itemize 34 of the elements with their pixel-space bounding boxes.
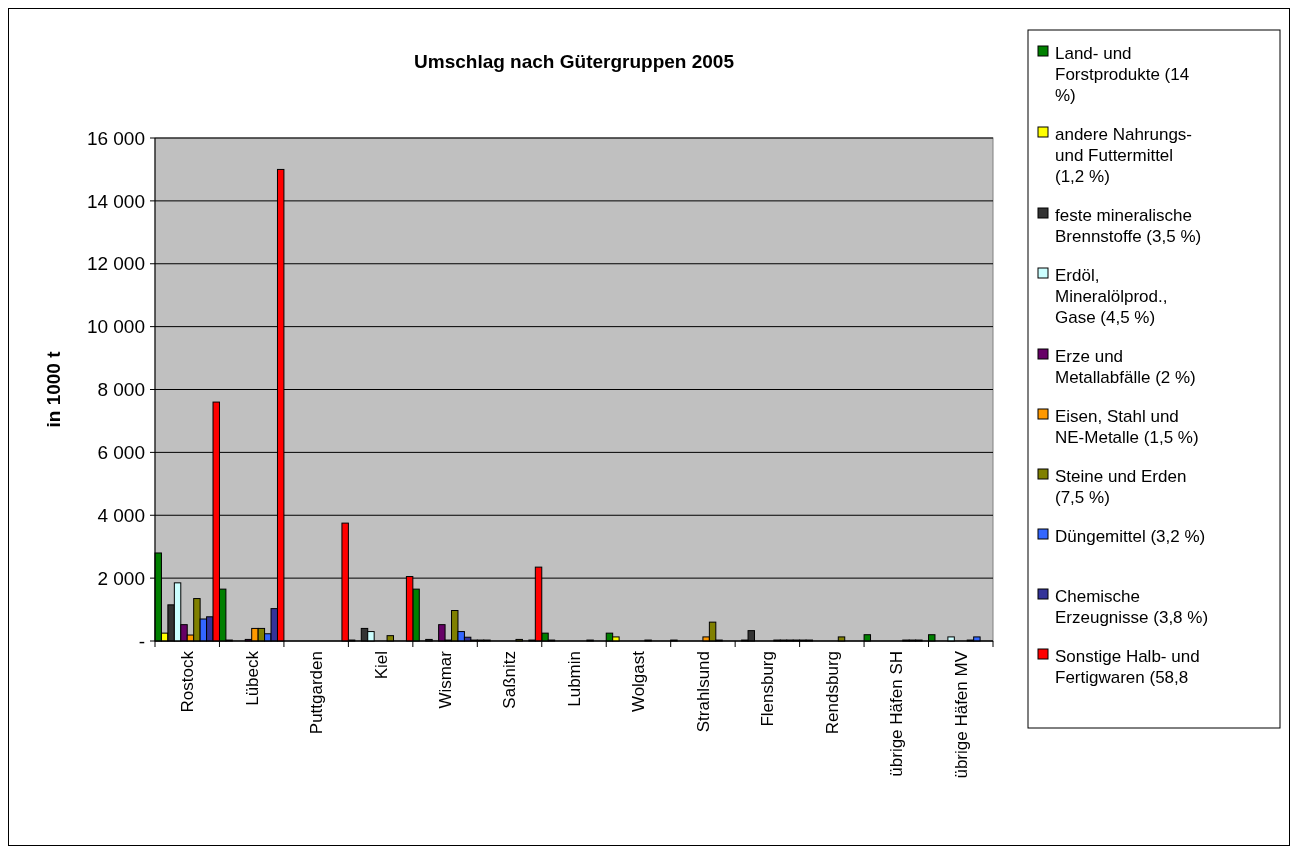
legend-label: andere Nahrungs- und Futtermittel (1,2 %): [1055, 124, 1193, 186]
x-tick-label: Lubmin: [564, 651, 584, 707]
legend-label: Erdöl, Mineralölprod., Gase (4,5 %): [1055, 265, 1168, 327]
y-tick-label: 10 000: [86, 316, 145, 338]
x-tick-label: Saßnitz: [500, 651, 520, 709]
x-tick-label: Strahlsund: [693, 651, 713, 733]
legend-label: Sonstige Halb- und Fertigwaren (58,8: [1055, 646, 1200, 687]
y-tick-label: 4 000: [97, 504, 145, 526]
chart-title: Umschlag nach Gütergruppen 2005: [414, 51, 735, 72]
x-tick-label: Flensburg: [758, 651, 778, 727]
y-tick-label: 8 000: [97, 379, 145, 401]
x-tick-label: Rostock: [178, 650, 198, 713]
y-tick-label: 2 000: [97, 567, 145, 589]
x-tick-label: übrige Häfen MV: [951, 650, 971, 779]
x-tick-label: Wismar: [436, 650, 456, 709]
x-tick-label: Lübeck: [242, 650, 262, 706]
legend-label: Land- und Forstprodukte (14 %): [1055, 43, 1190, 105]
x-tick-label: Puttgarden: [307, 651, 327, 735]
y-tick-label: -: [138, 630, 145, 652]
y-tick-label: 16 000: [86, 127, 145, 149]
legend-label: feste mineralische Brennstoffe (3,5 %): [1055, 205, 1202, 246]
legend-label: Chemische Erzeugnisse (3,8 %): [1055, 586, 1209, 627]
y-tick-label: 12 000: [86, 253, 145, 275]
x-tick-label: Kiel: [371, 651, 391, 680]
y-axis-title: in 1000 t: [43, 350, 64, 428]
y-tick-label: 14 000: [86, 190, 145, 212]
x-tick-label: Wolgast: [629, 650, 649, 713]
x-tick-label: übrige Häfen SH: [887, 651, 907, 777]
legend-label: Düngemittel (3,2 %): [1055, 526, 1206, 546]
y-tick-label: 6 000: [97, 442, 145, 464]
legend-label: Erze und Metallabfälle (2 %): [1055, 346, 1196, 387]
legend-label: Steine und Erden (7,5 %): [1055, 466, 1187, 507]
x-tick-label: Rendsburg: [822, 651, 842, 735]
legend-label: Eisen, Stahl und NE-Metalle (1,5 %): [1055, 406, 1199, 447]
